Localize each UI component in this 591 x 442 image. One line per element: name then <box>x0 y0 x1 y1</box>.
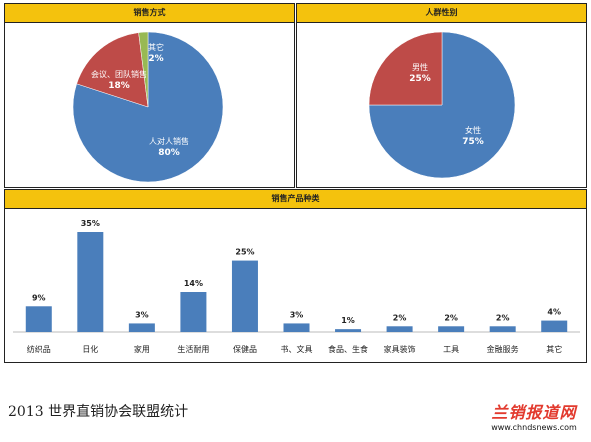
bar <box>489 326 516 332</box>
bar <box>128 323 155 332</box>
x-tick-label: 家用 <box>134 344 150 354</box>
x-tick-label: 工具 <box>443 345 459 354</box>
bar <box>283 323 310 332</box>
bar-panel-product-categories: 销售产品种类 9% 纺织品 35% 日化 3% 家用 14% 生活耐用 25% 保健品 3% 书、文具… <box>4 189 587 363</box>
pie-chart-gender: 女性 75% 男性 25% <box>368 31 516 179</box>
site-logo: 兰销报道网 www.chndsnews.com <box>478 399 590 439</box>
bar-data-label: 3% <box>135 310 149 319</box>
bar-chart-product-categories: 9% 纺织品 35% 日化 3% 家用 14% 生活耐用 25% 保健品 3% 书、文具 1% 食品、生食… <box>13 219 580 354</box>
bar <box>25 306 52 332</box>
bar-data-label: 4% <box>547 308 561 317</box>
pie-slice <box>138 31 149 108</box>
slice-percent: 75% <box>462 137 484 147</box>
bar <box>541 320 568 332</box>
slice-label: 人对人销售 <box>149 136 189 146</box>
x-tick-label: 日化 <box>82 344 98 354</box>
pie-slice <box>368 31 443 106</box>
pie-chart-sales-method: 人对人销售 80% 会议、团队销售 18% 其它 2% <box>72 31 224 183</box>
pie-panel-sales-method: 销售方式 人对人销售 80% 会议、团队销售 18% 其它 2% <box>4 3 295 188</box>
pie-panel-gender: 人群性别 女性 75% 男性 25% <box>296 3 587 188</box>
source-footnote: 2013 世界直销协会联盟统计 <box>8 404 189 420</box>
bar-title-product-categories: 销售产品种类 <box>5 190 586 209</box>
bar <box>180 292 207 332</box>
x-tick-label: 金融服务 <box>487 344 519 354</box>
slice-percent: 2% <box>148 54 163 64</box>
x-tick-label: 纺织品 <box>27 344 51 354</box>
slice-label: 男性 <box>412 62 428 72</box>
slice-label: 其它 <box>148 42 164 52</box>
bar <box>231 260 258 332</box>
logo-url: www.chndsnews.com <box>491 423 577 432</box>
x-tick-label: 其它 <box>546 344 562 354</box>
x-tick-label: 食品、生食 <box>328 344 368 354</box>
slice-percent: 18% <box>108 81 130 91</box>
x-tick-label: 家具装饰 <box>384 344 416 354</box>
slice-percent: 80% <box>158 148 180 158</box>
pie-slice <box>368 31 516 179</box>
x-tick-label: 保健品 <box>233 344 257 354</box>
bar-data-label: 3% <box>290 310 304 319</box>
bar-data-label: 35% <box>81 219 100 228</box>
x-tick-label: 书、文具 <box>281 344 313 354</box>
pie-title-gender: 人群性别 <box>297 4 586 23</box>
bar <box>386 326 413 332</box>
pie-title-sales-method: 销售方式 <box>5 4 294 23</box>
slice-label: 会议、团队销售 <box>91 69 147 79</box>
bar <box>335 329 362 332</box>
logo-wordmark: 兰销报道网 <box>491 403 577 422</box>
bar <box>438 326 465 332</box>
bar-data-label: 25% <box>235 248 254 257</box>
bar <box>77 232 104 332</box>
slice-percent: 25% <box>409 74 431 84</box>
bar-data-label: 2% <box>444 313 458 322</box>
pie-slice <box>76 32 149 108</box>
slice-label: 女性 <box>465 125 481 135</box>
bar-data-label: 2% <box>496 313 510 322</box>
x-tick-label: 生活耐用 <box>177 344 209 354</box>
bar-data-label: 9% <box>32 293 46 302</box>
bar-data-label: 1% <box>341 316 355 325</box>
bar-data-label: 2% <box>393 313 407 322</box>
bar-data-label: 14% <box>184 279 203 288</box>
